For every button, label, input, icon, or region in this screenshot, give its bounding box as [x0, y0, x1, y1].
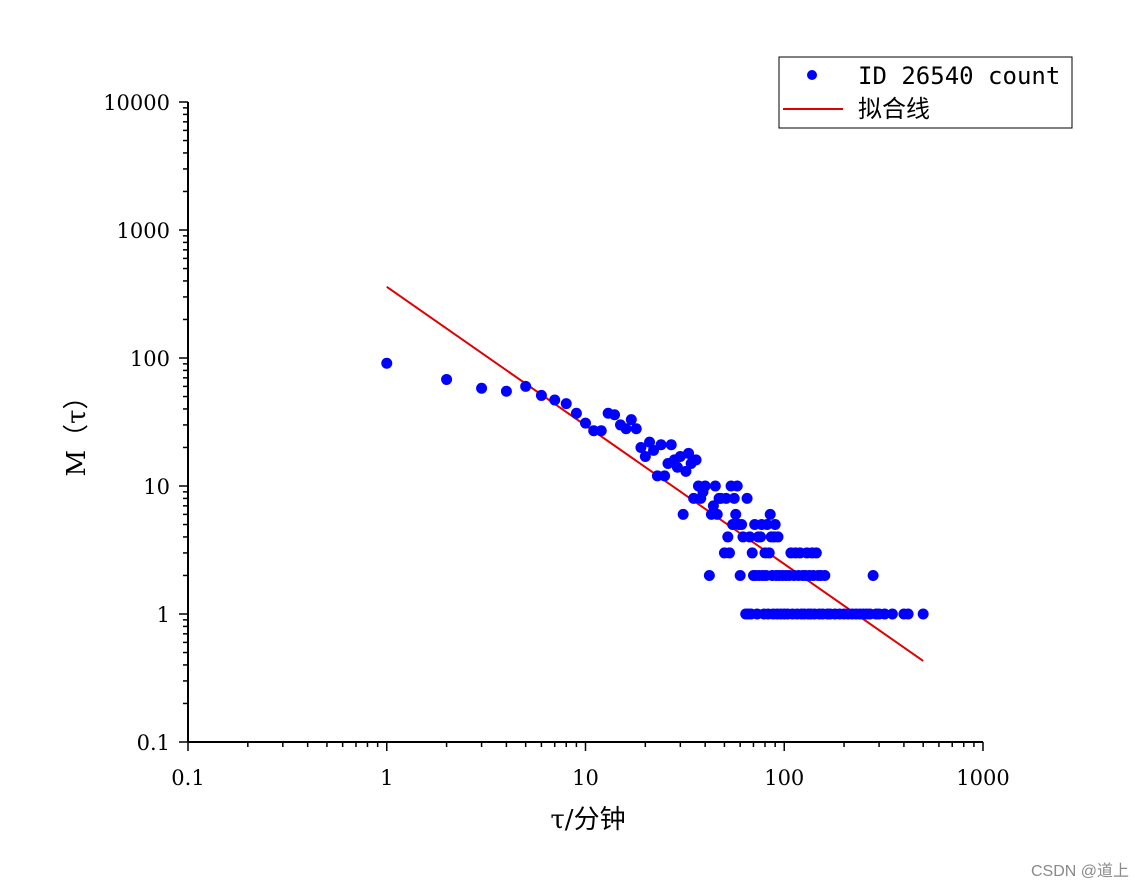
data-point: [917, 608, 929, 620]
data-point: [755, 531, 767, 543]
data-point: [690, 454, 702, 466]
legend-label-scatter: ID 26540 count: [858, 62, 1060, 90]
data-point: [730, 508, 742, 520]
y-axis-title: M（τ）: [62, 383, 92, 476]
data-point: [902, 608, 914, 620]
data-point: [722, 531, 734, 543]
x-tick-label: 1000: [956, 766, 1009, 790]
data-point: [595, 425, 607, 437]
x-tick-labels: 0.1 1 10 100 1000: [171, 766, 1009, 790]
data-point: [769, 519, 781, 531]
y-tick-labels: 0.1 1 10 100 1000 10000: [103, 91, 170, 755]
data-point: [500, 385, 512, 397]
data-point: [620, 423, 632, 435]
data-point: [707, 500, 719, 512]
legend-marker-scatter: [807, 70, 817, 80]
data-point: [381, 357, 393, 369]
data-point: [763, 547, 775, 559]
y-tick-label: 10: [143, 475, 170, 499]
data-point: [746, 547, 758, 559]
data-point: [520, 380, 532, 392]
data-point: [723, 547, 735, 559]
data-point: [560, 398, 572, 410]
legend: ID 26540 count 拟合线: [778, 56, 1073, 129]
x-tick-label: 1: [380, 766, 393, 790]
axis-ticks: [179, 101, 984, 751]
data-point: [630, 423, 642, 435]
data-point: [819, 569, 831, 581]
x-axis-title: τ/分钟: [550, 805, 625, 835]
data-point: [886, 608, 898, 620]
data-point: [728, 492, 740, 504]
data-point: [549, 394, 561, 406]
data-point: [709, 480, 721, 492]
data-point: [644, 436, 656, 448]
data-point: [867, 569, 879, 581]
data-point: [764, 508, 776, 520]
legend-box: [778, 56, 1073, 129]
data-point: [671, 461, 683, 473]
data-point: [677, 508, 689, 520]
data-point: [720, 492, 732, 504]
y-tick-label: 0.1: [137, 731, 170, 755]
data-point: [476, 382, 488, 394]
data-point: [741, 492, 753, 504]
data-point: [648, 444, 660, 456]
y-tick-label: 100: [130, 347, 170, 371]
data-point: [683, 447, 695, 459]
data-point: [810, 547, 822, 559]
data-point: [580, 417, 591, 429]
data-point: [734, 569, 746, 581]
data-point: [570, 407, 582, 419]
data-point: [731, 480, 743, 492]
x-tick-label: 0.1: [171, 766, 204, 790]
data-point: [441, 373, 453, 385]
data-point: [609, 409, 621, 421]
data-point: [659, 470, 671, 482]
data-point: [699, 480, 711, 492]
y-tick-label: 10000: [103, 91, 170, 115]
data-point: [736, 519, 748, 531]
data-point: [703, 569, 715, 581]
y-tick-label: 1: [157, 603, 170, 627]
data-point: [655, 439, 667, 451]
watermark: CSDN @道上: [1030, 863, 1129, 880]
data-point: [772, 531, 784, 543]
data-point: [635, 441, 647, 453]
legend-label-fit: 拟合线: [858, 95, 930, 123]
data-point: [639, 451, 651, 463]
data-point: [665, 439, 677, 451]
x-tick-label: 100: [764, 766, 804, 790]
data-point: [711, 508, 723, 520]
y-tick-label: 1000: [117, 219, 170, 243]
data-point: [680, 465, 692, 477]
data-point: [744, 531, 756, 543]
data-points-layer: [381, 357, 929, 620]
data-point: [625, 414, 637, 426]
data-point: [879, 608, 891, 620]
x-tick-label: 10: [572, 766, 599, 790]
data-point: [761, 519, 773, 531]
data-point: [535, 389, 547, 401]
